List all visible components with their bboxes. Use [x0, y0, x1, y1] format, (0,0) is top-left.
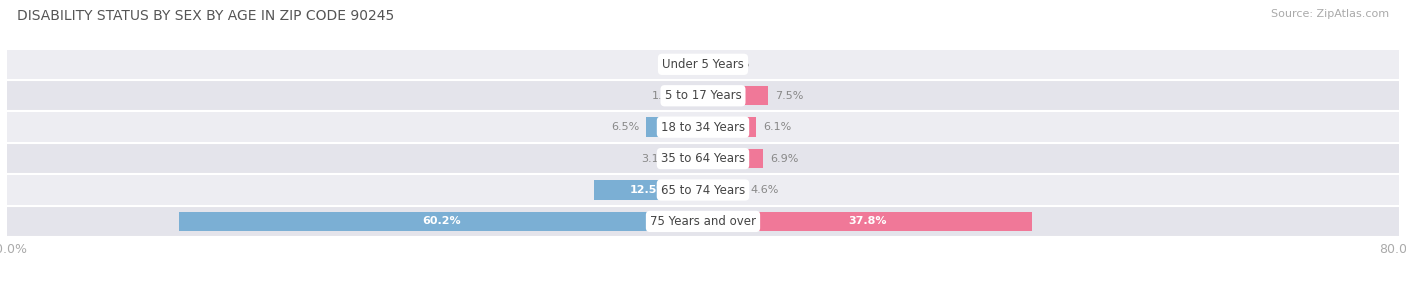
- Text: 4.6%: 4.6%: [749, 185, 779, 195]
- Text: 6.9%: 6.9%: [770, 154, 799, 164]
- Bar: [703, 117, 756, 137]
- Text: 18 to 34 Years: 18 to 34 Years: [661, 121, 745, 134]
- Bar: [7, 80, 1399, 112]
- Text: 12.5%: 12.5%: [630, 185, 668, 195]
- Bar: [703, 212, 1032, 231]
- Text: 6.5%: 6.5%: [612, 122, 640, 132]
- Bar: [7, 49, 1399, 80]
- Bar: [7, 174, 1399, 206]
- Bar: [647, 117, 703, 137]
- Text: 0.0%: 0.0%: [666, 59, 695, 69]
- Bar: [703, 180, 742, 200]
- Text: 37.8%: 37.8%: [848, 216, 887, 226]
- Text: 35 to 64 Years: 35 to 64 Years: [661, 152, 745, 165]
- Bar: [7, 206, 1399, 237]
- Bar: [688, 86, 703, 105]
- Text: 60.2%: 60.2%: [422, 216, 460, 226]
- Text: 6.1%: 6.1%: [763, 122, 792, 132]
- Bar: [703, 149, 763, 168]
- Text: 65 to 74 Years: 65 to 74 Years: [661, 184, 745, 196]
- Bar: [180, 212, 703, 231]
- Text: 1.8%: 1.8%: [652, 91, 681, 101]
- Bar: [703, 86, 768, 105]
- Text: Under 5 Years: Under 5 Years: [662, 58, 744, 71]
- Text: DISABILITY STATUS BY SEX BY AGE IN ZIP CODE 90245: DISABILITY STATUS BY SEX BY AGE IN ZIP C…: [17, 9, 394, 23]
- Text: Source: ZipAtlas.com: Source: ZipAtlas.com: [1271, 9, 1389, 19]
- Text: 1.4%: 1.4%: [723, 59, 751, 69]
- Bar: [7, 143, 1399, 174]
- Bar: [7, 112, 1399, 143]
- Text: 5 to 17 Years: 5 to 17 Years: [665, 89, 741, 102]
- Text: 7.5%: 7.5%: [775, 91, 804, 101]
- Bar: [595, 180, 703, 200]
- Text: 3.1%: 3.1%: [641, 154, 669, 164]
- Bar: [703, 55, 716, 74]
- Bar: [676, 149, 703, 168]
- Text: 75 Years and over: 75 Years and over: [650, 215, 756, 228]
